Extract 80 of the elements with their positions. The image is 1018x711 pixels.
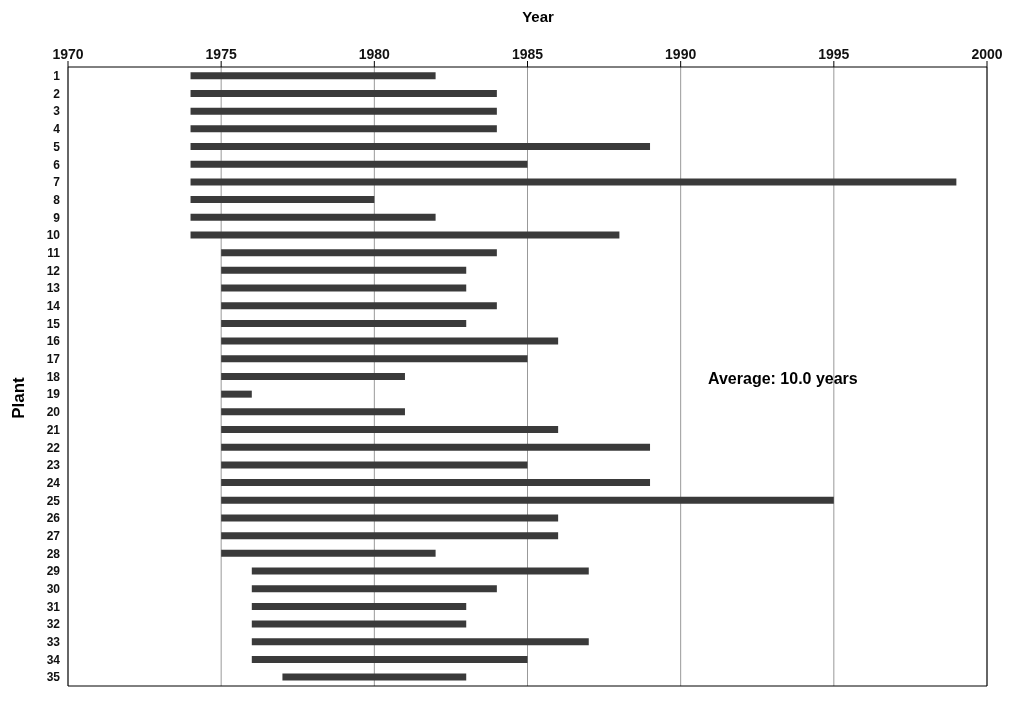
y-axis-title: Plant [8, 377, 29, 419]
bar [221, 408, 405, 416]
bar [221, 461, 528, 469]
y-tick-label: 31 [46, 599, 61, 614]
y-tick-label: 22 [46, 440, 61, 455]
bar [221, 549, 436, 557]
y-tick-label: 12 [46, 263, 61, 278]
y-tick-label: 29 [46, 564, 61, 579]
bar [190, 213, 436, 221]
y-tick-label: 34 [46, 652, 61, 667]
y-tick-label: 6 [53, 157, 61, 172]
bar [190, 231, 620, 239]
x-tick-label: 1995 [818, 46, 850, 62]
bar [190, 72, 436, 80]
y-tick-label: 27 [46, 528, 61, 543]
x-tick-label: 1975 [205, 46, 237, 62]
y-tick-label: 17 [46, 352, 61, 367]
y-tick-label: 21 [46, 422, 61, 437]
y-tick-label: 7 [53, 175, 61, 190]
bar [251, 655, 528, 663]
y-tick-label: 9 [53, 210, 61, 225]
y-tick-label: 14 [46, 299, 61, 314]
bar [221, 266, 467, 274]
y-tick-label: 13 [46, 281, 61, 296]
y-tick-label: 30 [46, 581, 61, 596]
bar [190, 125, 497, 133]
bar [190, 143, 651, 151]
bar [190, 160, 528, 168]
bar [221, 496, 834, 504]
x-axis-title: Year [521, 8, 555, 25]
y-tick-label: 23 [46, 458, 61, 473]
y-tick-label: 10 [46, 228, 61, 243]
bar [221, 372, 405, 380]
annotation: Average: 10.0 years [708, 370, 858, 388]
x-tick-label: 1980 [358, 46, 391, 62]
y-tick-label: 1 [53, 69, 61, 84]
bar [221, 390, 252, 398]
bar [251, 638, 589, 646]
y-tick-label: 11 [47, 245, 61, 260]
bar [221, 426, 559, 434]
y-tick-label: 18 [46, 369, 61, 384]
y-tick-label: 15 [46, 316, 61, 331]
y-tick-label: 24 [46, 475, 61, 490]
y-tick-label: 5 [53, 139, 61, 154]
bar [221, 514, 559, 522]
y-tick-label: 19 [46, 387, 61, 402]
y-tick-label: 4 [53, 122, 61, 137]
bar [251, 585, 497, 593]
bar [221, 443, 651, 451]
bar [282, 673, 467, 681]
bar [190, 107, 497, 115]
y-tick-label: 33 [46, 635, 61, 650]
x-tick-label: 1990 [665, 46, 697, 62]
bar [221, 249, 497, 257]
y-tick-label: 26 [46, 511, 61, 526]
bar [221, 337, 559, 345]
bar [221, 319, 467, 327]
y-tick-label: 2 [53, 86, 61, 101]
y-tick-label: 32 [46, 617, 61, 632]
x-tick-label: 1985 [511, 46, 544, 62]
y-tick-label: 20 [46, 405, 61, 420]
bar [221, 355, 528, 363]
bar [190, 196, 375, 204]
y-tick-label: 35 [46, 670, 61, 685]
bar [251, 620, 467, 628]
bar [251, 567, 589, 575]
bar [221, 479, 651, 487]
bar [221, 532, 559, 540]
y-tick-label: 28 [46, 546, 61, 561]
bar [221, 284, 467, 292]
bar [190, 178, 957, 186]
y-tick-label: 16 [46, 334, 61, 349]
y-tick-label: 3 [53, 104, 61, 119]
bar [190, 89, 497, 97]
bar [221, 302, 497, 310]
x-tick-label: 2000 [971, 46, 1003, 62]
y-tick-label: 8 [53, 192, 61, 207]
y-tick-label: 25 [46, 493, 61, 508]
bar [251, 602, 467, 610]
x-tick-label: 1970 [52, 46, 84, 62]
